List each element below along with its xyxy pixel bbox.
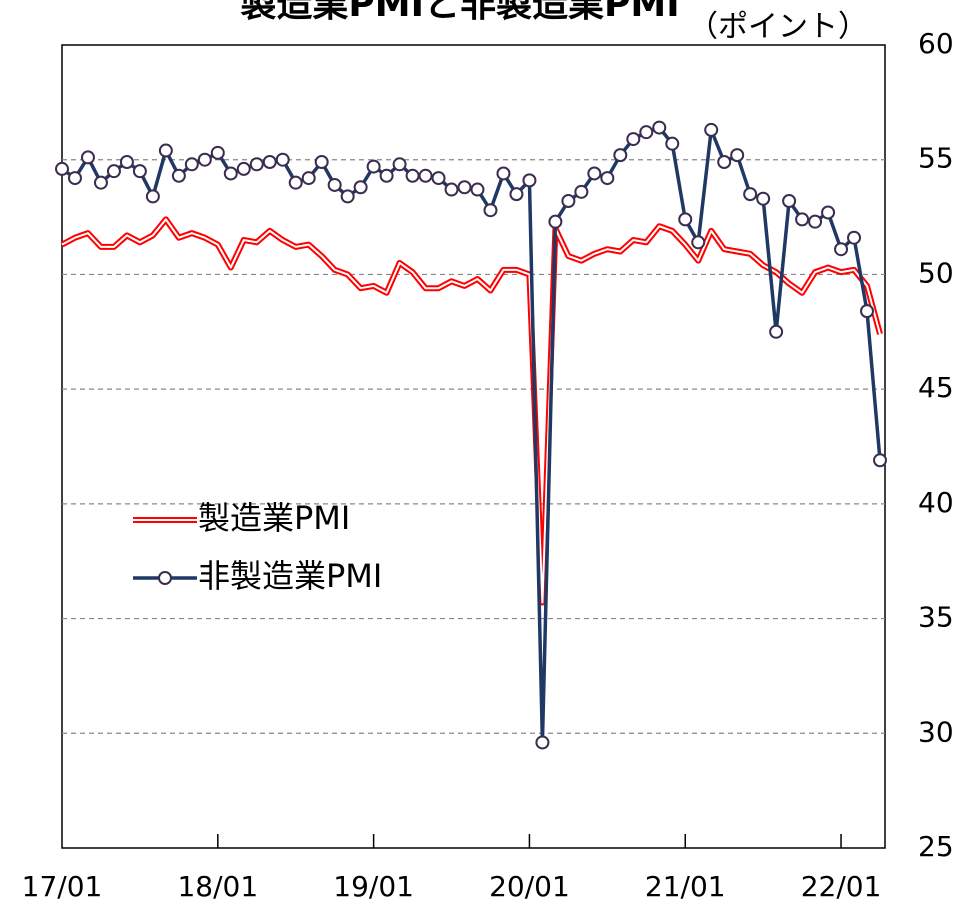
series-marker: [327, 177, 342, 192]
series-marker: [80, 150, 95, 165]
series-marker: [574, 184, 589, 199]
y-tick-label: 30: [918, 715, 954, 748]
series-marker: [236, 161, 251, 176]
series-marker: [808, 214, 823, 229]
series-marker: [834, 242, 849, 257]
series-marker: [249, 157, 264, 172]
series-marker: [535, 735, 550, 750]
series-marker: [444, 182, 459, 197]
series-marker: [93, 175, 108, 190]
x-tick-label: 18/01: [177, 870, 258, 903]
series-marker: [509, 187, 524, 202]
legend-label: 製造業PMI: [198, 499, 350, 537]
x-tick-label: 17/01: [22, 870, 103, 903]
x-tick-label: 19/01: [333, 870, 414, 903]
series-marker: [769, 324, 784, 339]
series-marker: [561, 194, 576, 209]
y-tick-label: 55: [918, 142, 954, 175]
series-marker: [418, 168, 433, 183]
series-marker: [730, 148, 745, 163]
series-marker: [795, 212, 810, 227]
series-marker: [639, 125, 654, 140]
series-marker: [340, 189, 355, 204]
series-marker: [314, 155, 329, 170]
series-marker: [457, 180, 472, 195]
series-marker: [678, 212, 693, 227]
series-marker: [548, 214, 563, 229]
series-marker: [821, 205, 836, 220]
y-axis-label: （ポイント）: [688, 10, 868, 45]
series-marker: [431, 171, 446, 186]
series-marker: [262, 155, 277, 170]
x-tick-label: 21/01: [645, 870, 726, 903]
y-tick-label: 35: [918, 601, 954, 634]
legend-label: 非製造業PMI: [198, 557, 382, 595]
series-marker: [301, 171, 316, 186]
series-line: [60, 216, 883, 606]
x-tick-label: 22/01: [801, 870, 882, 903]
series-marker: [717, 155, 732, 170]
series-marker: [106, 164, 121, 179]
series-marker: [600, 171, 615, 186]
chart-title: 製造業PMIと非製造業PMI: [240, 0, 679, 25]
legend-marker: [158, 571, 172, 585]
series-marker: [756, 191, 771, 206]
series-marker: [171, 168, 186, 183]
series-marker: [145, 189, 160, 204]
series-marker: [392, 157, 407, 172]
series-marker: [55, 161, 69, 176]
plot-frame: [61, 44, 886, 849]
series-marker: [587, 166, 602, 181]
series-marker: [210, 145, 225, 160]
series-marker: [847, 230, 862, 245]
series-line: [60, 125, 882, 745]
series-marker: [743, 187, 758, 202]
series-marker: [158, 143, 173, 158]
series-marker: [197, 152, 212, 167]
series-marker: [275, 152, 290, 167]
series-marker: [652, 120, 667, 135]
series-marker: [288, 175, 303, 190]
series-marker: [405, 168, 420, 183]
y-tick-label: 40: [918, 486, 954, 519]
y-tick-label: 45: [918, 371, 954, 404]
series-marker: [691, 235, 706, 250]
series-marker: [626, 132, 641, 147]
series-line-inner: [61, 218, 881, 604]
series-marker: [483, 203, 498, 218]
series-marker: [496, 166, 511, 181]
y-tick-label: 60: [918, 27, 954, 60]
series-marker: [665, 136, 680, 151]
y-tick-label: 25: [918, 830, 954, 863]
y-tick-label: 50: [918, 256, 954, 289]
series-marker: [67, 171, 82, 186]
series-marker: [119, 155, 134, 170]
series-marker: [470, 182, 485, 197]
series-marker: [522, 173, 537, 188]
series-marker: [366, 159, 381, 174]
series-marker: [184, 157, 199, 172]
series-marker: [782, 194, 797, 209]
series-marker: [613, 148, 628, 163]
series-marker: [873, 453, 887, 468]
series-marker: [132, 164, 147, 179]
x-tick-label: 20/01: [489, 870, 570, 903]
series-marker: [860, 304, 875, 319]
series-marker: [353, 180, 368, 195]
series-marker: [379, 168, 394, 183]
series-marker: [223, 166, 238, 181]
series-marker: [704, 122, 719, 137]
